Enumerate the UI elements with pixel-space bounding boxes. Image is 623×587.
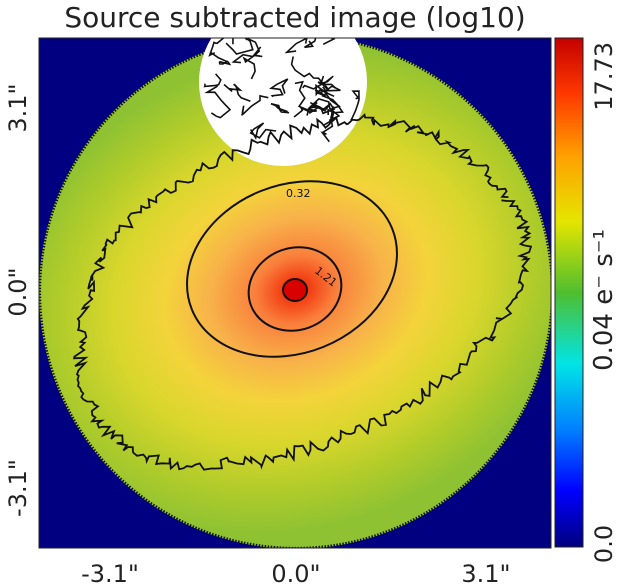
chart-title: Source subtracted image (log10)	[64, 1, 526, 34]
masked-region-noise	[309, 101, 336, 115]
colorbar-tick-max: 17.73	[590, 42, 618, 111]
contour-1.21	[247, 246, 343, 332]
colorbar-tick-min: 0.0	[590, 525, 618, 563]
masked-region-noise	[294, 80, 320, 115]
masked-region-noise	[302, 82, 330, 98]
masked-region-noise	[225, 38, 254, 55]
y-tick-label: -3.1"	[4, 459, 32, 517]
masked-source-region	[199, 38, 367, 166]
masked-region-noise	[290, 56, 325, 84]
x-tick-label: 3.1"	[461, 560, 510, 587]
x-tick-label: 0.0"	[271, 560, 320, 587]
masked-region-noise	[249, 122, 277, 140]
x-tick-label: -3.1"	[81, 560, 139, 587]
masked-region-noise	[208, 38, 234, 57]
plot-frame	[38, 37, 552, 549]
colorbar	[554, 37, 584, 548]
masked-region-noise	[204, 85, 232, 119]
masked-region-noise	[223, 83, 251, 103]
masked-region-noise	[269, 78, 289, 98]
masked-region-noise	[203, 73, 222, 88]
masked-region-noise	[321, 86, 344, 126]
masked-region-noise	[240, 94, 269, 116]
y-tick-label: 3.1"	[4, 83, 32, 132]
masked-region-noise	[350, 90, 360, 121]
outer-contour-line	[73, 113, 533, 471]
masked-region-noise	[315, 83, 341, 97]
masked-region-noise	[293, 101, 318, 118]
y-tick-label: 0.0"	[4, 267, 32, 316]
masked-region-noise	[209, 51, 232, 66]
outer-contour	[73, 113, 533, 471]
masked-region-noise	[317, 75, 336, 89]
masked-region-noise	[270, 103, 290, 114]
source-core	[282, 278, 308, 302]
image-area: 0.32 1.21	[39, 38, 551, 548]
contour-0.32	[186, 180, 398, 358]
masked-region-noise	[320, 108, 335, 143]
contour-label-0.32: 0.32	[286, 187, 311, 200]
masked-region-noise	[231, 53, 256, 80]
colorbar-label: 0.04 e⁻ s⁻¹	[589, 229, 619, 371]
colorbar-unit: e⁻ s⁻¹	[589, 229, 619, 305]
masked-region-noise	[304, 38, 336, 49]
colorbar-mid-tick: 0.04	[589, 313, 619, 371]
masked-region-noise	[284, 38, 308, 54]
